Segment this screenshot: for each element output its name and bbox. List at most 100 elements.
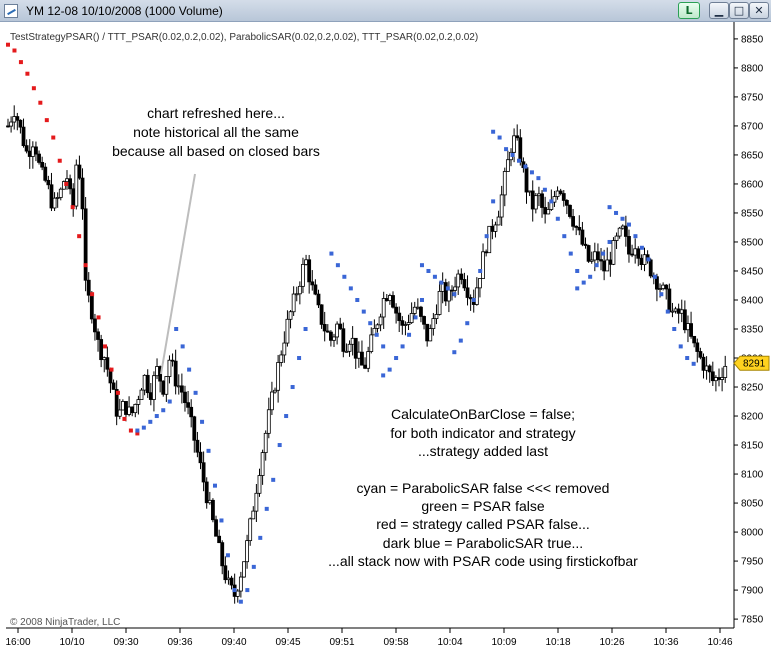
- candle-body: [55, 197, 60, 199]
- candle-body: [450, 289, 454, 292]
- y-tick-label: 8350: [741, 325, 764, 336]
- candle-body: [502, 171, 507, 196]
- candle-body: [717, 377, 721, 380]
- legend-annotation-line-1: cyan = ParabolicSAR false <<< removed: [357, 480, 610, 496]
- psar-blue-dot: [361, 309, 366, 314]
- x-tick-label: 10:09: [491, 637, 516, 648]
- candle-body: [155, 366, 159, 377]
- candle-body: [707, 365, 712, 373]
- candle-body: [686, 323, 690, 331]
- y-tick-label: 8100: [741, 470, 764, 481]
- candle-body: [608, 259, 613, 265]
- psar-blue-dot: [348, 286, 353, 291]
- close-icon[interactable]: ✕: [749, 2, 769, 19]
- candle-body: [617, 227, 622, 237]
- candle-body: [37, 153, 41, 163]
- window-titlebar[interactable]: YM 12-08 10/10/2008 (1000 Volume) L ▁ □ …: [0, 0, 771, 22]
- candle-body: [490, 225, 495, 232]
- psar-blue-dot: [542, 187, 547, 192]
- candle-body: [605, 259, 610, 272]
- y-tick-label: 8750: [741, 92, 764, 103]
- candle-body: [465, 287, 470, 298]
- psar-red-series: [6, 42, 140, 436]
- psar-blue-dot: [529, 170, 534, 175]
- psar-blue-dot: [297, 356, 302, 361]
- psar-blue-dot: [154, 414, 159, 419]
- psar-blue-dot: [335, 263, 340, 268]
- legend-annotation-line-5: ...all stack now with PSAR code using fi…: [328, 553, 638, 569]
- minimize-icon[interactable]: ▁: [709, 2, 729, 19]
- candle-body: [723, 365, 728, 378]
- psar-red-dot: [77, 234, 82, 239]
- candle-body: [437, 290, 442, 315]
- candle-body: [561, 193, 566, 201]
- candle-body: [446, 289, 451, 302]
- refresh-annotation-line-2: note historical all the same: [133, 124, 299, 140]
- maximize-icon[interactable]: □: [729, 2, 749, 19]
- psar-blue-dot: [426, 268, 431, 273]
- candle-body: [229, 577, 234, 586]
- psar-red-dot: [38, 100, 43, 105]
- candle-body: [325, 330, 330, 333]
- candle-body: [580, 229, 585, 245]
- candle-body: [636, 248, 641, 259]
- y-tick-label: 8050: [741, 499, 764, 510]
- psar-blue-dot: [633, 234, 638, 239]
- psar-red-dot: [115, 390, 120, 395]
- y-tick-label: 8700: [741, 121, 764, 132]
- candle-body: [332, 336, 336, 341]
- psar-blue-dot: [626, 222, 631, 227]
- psar-blue-dot: [458, 338, 463, 343]
- candle-body: [65, 178, 69, 182]
- psar-blue-dot: [601, 251, 606, 256]
- candle-body: [642, 254, 647, 265]
- candle-body: [537, 193, 541, 197]
- candle-body: [720, 377, 725, 380]
- candle-body: [456, 273, 461, 288]
- candle-body: [273, 389, 277, 393]
- candle-body: [384, 298, 389, 302]
- candle-body: [83, 208, 88, 281]
- indicator-label: TestStrategyPSAR() / TTT_PSAR(0.02,0.2,0…: [10, 32, 478, 43]
- candle-body: [381, 298, 386, 318]
- candle-body: [667, 288, 672, 313]
- candle-body: [117, 409, 122, 417]
- candle-body: [248, 518, 253, 542]
- refresh-pointer-line: [160, 173, 196, 375]
- psar-blue-dot: [523, 164, 528, 169]
- psar-blue-dot: [491, 199, 496, 204]
- candle-body: [710, 371, 715, 382]
- psar-blue-dot: [678, 344, 683, 349]
- candle-body: [397, 312, 402, 322]
- l-button[interactable]: L: [678, 2, 700, 19]
- candle-body: [145, 374, 150, 394]
- psar-blue-dot: [148, 419, 153, 424]
- price-chart[interactable]: TestStrategyPSAR() / TTT_PSAR(0.02,0.2,0…: [0, 22, 771, 651]
- candle-body: [142, 374, 147, 391]
- psar-red-dot: [90, 292, 95, 297]
- candle-body: [152, 375, 156, 400]
- psar-red-dot: [51, 135, 56, 140]
- candle-body: [599, 259, 603, 262]
- candle-body: [481, 251, 485, 279]
- candle-body: [204, 481, 209, 504]
- copyright-label: © 2008 NinjaTrader, LLC: [10, 617, 120, 628]
- candle-body: [431, 318, 436, 329]
- candle-body: [105, 357, 110, 370]
- psar-red-dot: [25, 71, 30, 76]
- candle-body: [201, 462, 206, 483]
- chart-background: [0, 22, 771, 651]
- candle-body: [102, 357, 107, 361]
- candle-body: [266, 409, 271, 434]
- candle-body: [415, 306, 420, 309]
- psar-blue-dot: [290, 385, 295, 390]
- psar-blue-dot: [614, 210, 619, 215]
- candle-body: [186, 402, 190, 408]
- x-tick-label: 09:45: [275, 637, 300, 648]
- refresh-annotation-line-1: chart refreshed here...: [147, 105, 285, 121]
- y-tick-label: 8800: [741, 63, 764, 74]
- candle-body: [21, 126, 26, 147]
- candle-body: [571, 216, 575, 227]
- candle-body: [24, 145, 29, 152]
- candle-body: [620, 225, 625, 229]
